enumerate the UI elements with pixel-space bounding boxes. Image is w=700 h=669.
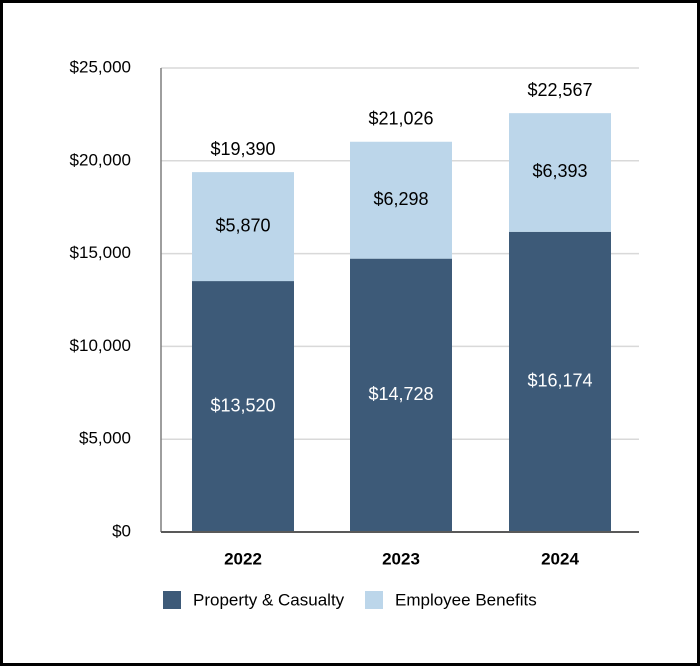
bar-employee-benefits (350, 141, 452, 259)
x-tick-label: 2023 (382, 549, 420, 568)
y-tick-label: $5,000 (79, 429, 131, 448)
legend-swatch-property-casualty (163, 591, 181, 609)
y-tick-label: $25,000 (70, 57, 131, 76)
x-tick-label: 2022 (224, 549, 262, 568)
stacked-bar-chart: $0 $5,000 $10,000 $15,000 $20,000 $25,000 $13,… (70, 57, 639, 609)
bar-employee-benefits (192, 172, 294, 282)
total-label: $19,390 (210, 139, 275, 159)
y-tick-label: $20,000 (70, 150, 131, 169)
data-label-property-casualty: $14,728 (368, 384, 433, 404)
data-label-employee-benefits: $5,870 (215, 215, 270, 235)
data-label-employee-benefits: $6,393 (532, 161, 587, 181)
legend-label-employee-benefits: Employee Benefits (395, 590, 537, 609)
bar-property-casualty (192, 281, 294, 532)
bar-property-casualty (350, 258, 452, 532)
y-tick-label: $0 (112, 521, 131, 540)
y-tick-label: $10,000 (70, 336, 131, 355)
x-tick-label: 2024 (541, 549, 579, 568)
bar-employee-benefits (509, 113, 611, 232)
data-label-property-casualty: $13,520 (210, 395, 275, 415)
legend-swatch-employee-benefits (365, 591, 383, 609)
data-label-property-casualty: $16,174 (527, 371, 592, 391)
total-label: $21,026 (368, 109, 433, 129)
legend-label-property-casualty: Property & Casualty (193, 590, 345, 609)
bar-property-casualty (509, 231, 611, 533)
data-label-employee-benefits: $6,298 (373, 189, 428, 209)
total-label: $22,567 (527, 80, 592, 100)
y-tick-label: $15,000 (70, 243, 131, 262)
